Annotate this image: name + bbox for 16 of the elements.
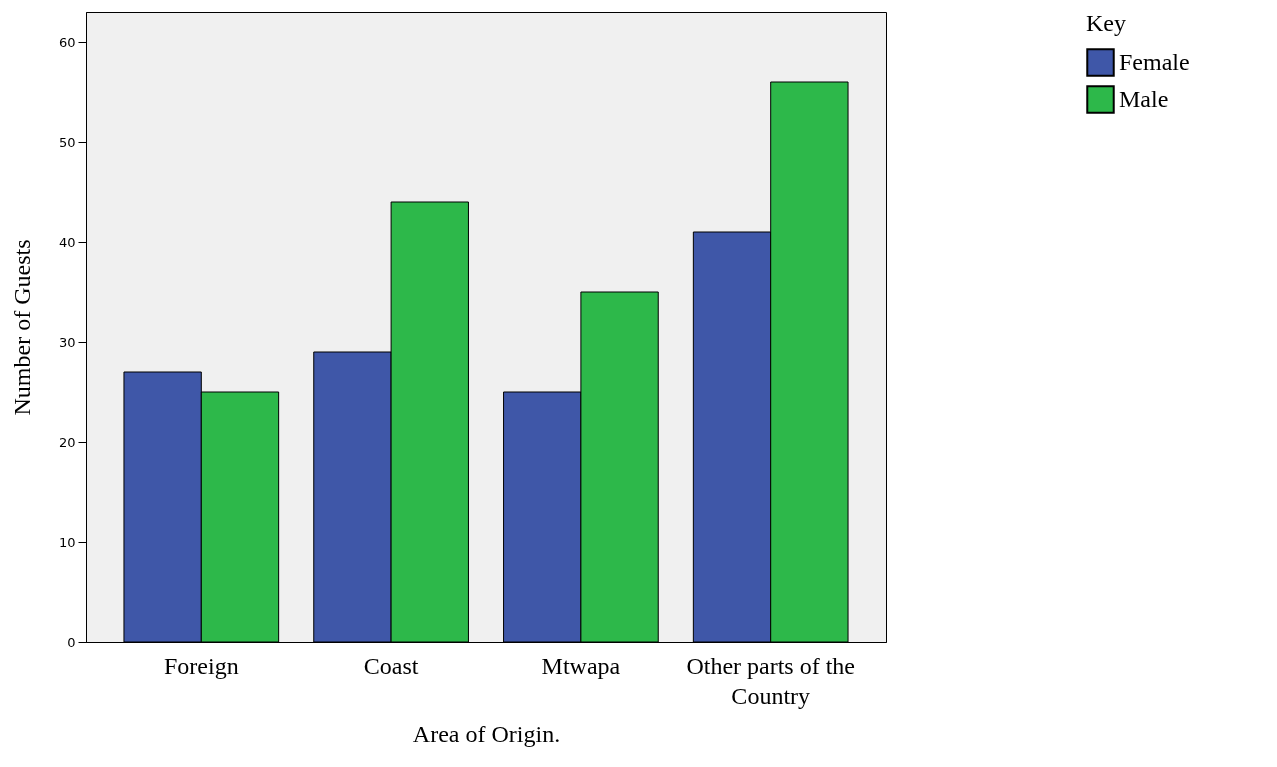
legend-label: Male [1119,85,1169,112]
y-tick-label: 30 [58,334,76,350]
x-tick-label: Other parts of the Country [686,652,855,709]
y-axis-title: Number of Guests [8,239,35,416]
x-tick-label: Coast [363,652,419,679]
y-tick-label: 40 [58,234,76,250]
x-tick-label: Mtwapa [541,652,621,679]
y-tick-label: 60 [58,34,76,50]
y-tick-label: 0 [67,634,76,650]
y-tick-label: 20 [58,434,76,450]
legend-title: Key [1086,10,1126,36]
x-tick-label: Foreign [163,652,239,679]
y-tick-label: 10 [58,534,76,550]
legend-label: Female [1119,48,1190,75]
x-axis-title: Area of Origin. [412,720,561,747]
y-tick-label: 50 [58,134,76,150]
